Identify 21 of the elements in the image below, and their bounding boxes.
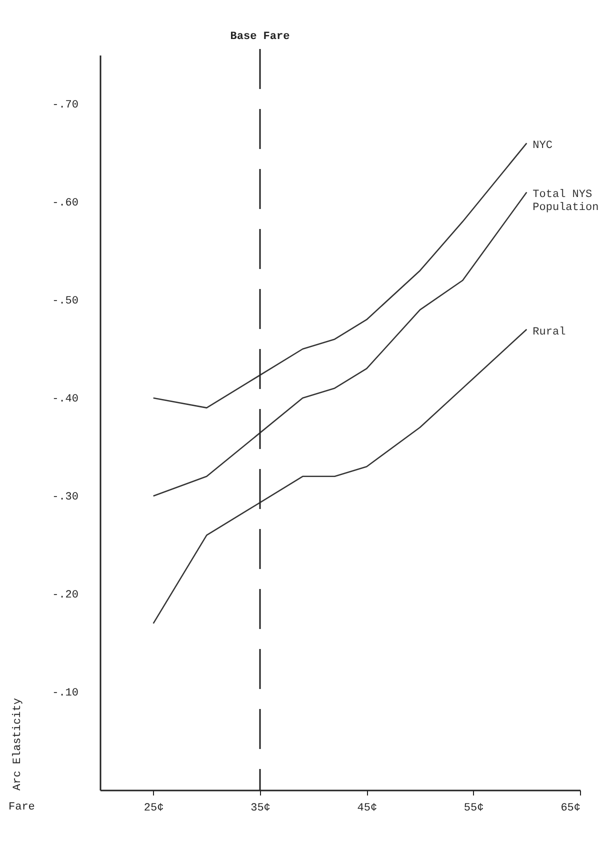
- y-tick-label: -.50: [52, 296, 78, 308]
- series-label: Total NYS Population: [532, 189, 599, 214]
- ref-line-label: Base Fare: [230, 31, 290, 43]
- x-tick-label: 55¢: [464, 802, 484, 814]
- x-tick-label: 65¢: [560, 802, 580, 814]
- line-series: [152, 192, 528, 497]
- y-tick-label: -.60: [52, 198, 78, 210]
- y-tick-label: -.30: [52, 492, 78, 504]
- line-series: [152, 328, 528, 624]
- y-tick-label: -.70: [52, 100, 78, 112]
- line-series: [152, 142, 528, 408]
- x-tick-label: 35¢: [250, 802, 270, 814]
- y-tick-label: -.20: [52, 590, 78, 602]
- y-axis-title: Arc Elasticity: [12, 698, 24, 790]
- x-tick-label: 45¢: [357, 802, 378, 814]
- x-tick-label: 25¢: [144, 802, 164, 814]
- y-tick-label: -.40: [52, 394, 78, 406]
- x-axis-title: Fare: [8, 802, 35, 814]
- series-label: Rural: [532, 326, 566, 338]
- y-tick-label: -.10: [52, 688, 78, 700]
- series-label: NYC: [532, 140, 553, 152]
